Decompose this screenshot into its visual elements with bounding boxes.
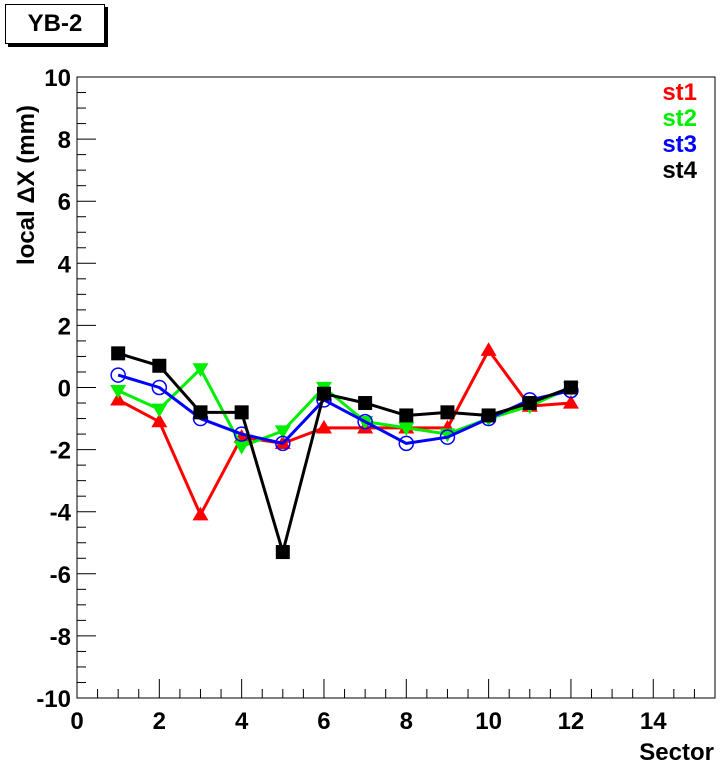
marker-square <box>152 358 167 373</box>
marker-circle <box>439 429 456 445</box>
marker-triangle-down <box>151 403 168 418</box>
marker-square <box>522 396 537 411</box>
y-tick-label: 10 <box>44 65 71 92</box>
y-tick-label: 6 <box>58 189 71 216</box>
plot-border <box>76 76 716 699</box>
y-tick-label: 8 <box>58 127 71 154</box>
series-line <box>117 348 572 517</box>
marker-square <box>440 405 455 420</box>
series-line <box>117 373 572 445</box>
legend-entry-st1: st1 <box>662 79 697 106</box>
x-tick-label: 12 <box>558 708 585 735</box>
y-tick-label: 2 <box>58 313 71 340</box>
x-tick-label: 14 <box>640 708 667 735</box>
x-tick-label: 10 <box>475 708 502 735</box>
y-tick-label: 4 <box>58 251 72 278</box>
marker-triangle-down <box>110 385 127 399</box>
x-tick-label: 8 <box>400 708 413 735</box>
marker-triangle-up <box>480 342 497 356</box>
marker-triangle-down <box>192 363 209 377</box>
marker-triangle-up <box>315 419 332 434</box>
x-axis-label: Sector <box>639 739 714 766</box>
marker-triangle-up <box>110 391 127 406</box>
series-group <box>110 342 579 560</box>
marker-square <box>399 408 414 423</box>
marker-triangle-up <box>192 506 209 521</box>
series-st4 <box>111 346 578 560</box>
marker-square <box>358 396 373 411</box>
x-tick-label: 0 <box>70 708 83 735</box>
marker-triangle-up <box>562 395 579 409</box>
marker-triangle-down <box>233 440 250 455</box>
y-tick-label: -6 <box>50 562 71 589</box>
chart-title: YB-2 <box>5 4 105 44</box>
y-tick-label: -8 <box>50 624 71 651</box>
legend-entry-st3: st3 <box>662 131 697 158</box>
marker-triangle-up <box>151 413 168 428</box>
marker-square <box>316 386 331 401</box>
marker-square <box>481 408 496 423</box>
x-axis: 0 2 4 6 8 10 12 14 <box>70 679 716 735</box>
marker-triangle-down <box>274 425 291 439</box>
marker-circle <box>110 367 126 383</box>
y-tick-label: 0 <box>58 376 71 403</box>
marker-circle <box>151 379 168 396</box>
marker-square <box>234 405 249 420</box>
y-tick-label: -4 <box>50 500 72 527</box>
y-axis-label: local ΔX (mm) <box>13 105 40 265</box>
y-tick-label: -2 <box>50 438 71 465</box>
x-tick-label: 4 <box>235 708 249 735</box>
plot-frame <box>76 76 716 699</box>
marker-square <box>111 346 126 361</box>
x-tick-label: 2 <box>153 708 166 735</box>
x-tick-label: 6 <box>317 708 330 735</box>
marker-circle <box>357 413 373 430</box>
legend-entry-st4: st4 <box>662 157 697 184</box>
y-axis: -10 -8 -6 -4 -2 0 2 4 6 8 10 <box>36 65 96 713</box>
series-st1 <box>110 342 579 521</box>
marker-square <box>563 380 578 395</box>
marker-circle <box>398 435 415 452</box>
legend-entry-st2: st2 <box>662 105 697 132</box>
marker-circle <box>275 435 291 452</box>
marker-square <box>275 545 290 560</box>
marker-triangle-down <box>398 422 415 436</box>
marker-square <box>193 405 208 420</box>
y-tick-label: -10 <box>36 686 71 713</box>
